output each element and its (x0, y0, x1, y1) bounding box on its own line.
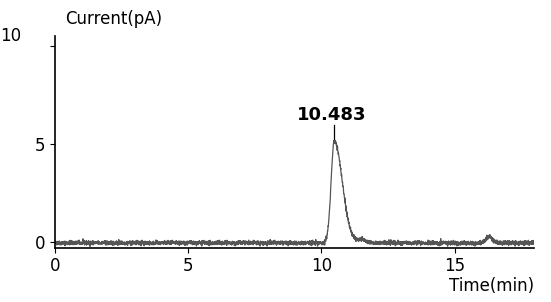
Text: Time(min): Time(min) (450, 277, 534, 295)
Text: Current(pA): Current(pA) (64, 10, 162, 28)
Text: 10.483: 10.483 (297, 106, 366, 124)
Text: 10: 10 (1, 27, 21, 45)
